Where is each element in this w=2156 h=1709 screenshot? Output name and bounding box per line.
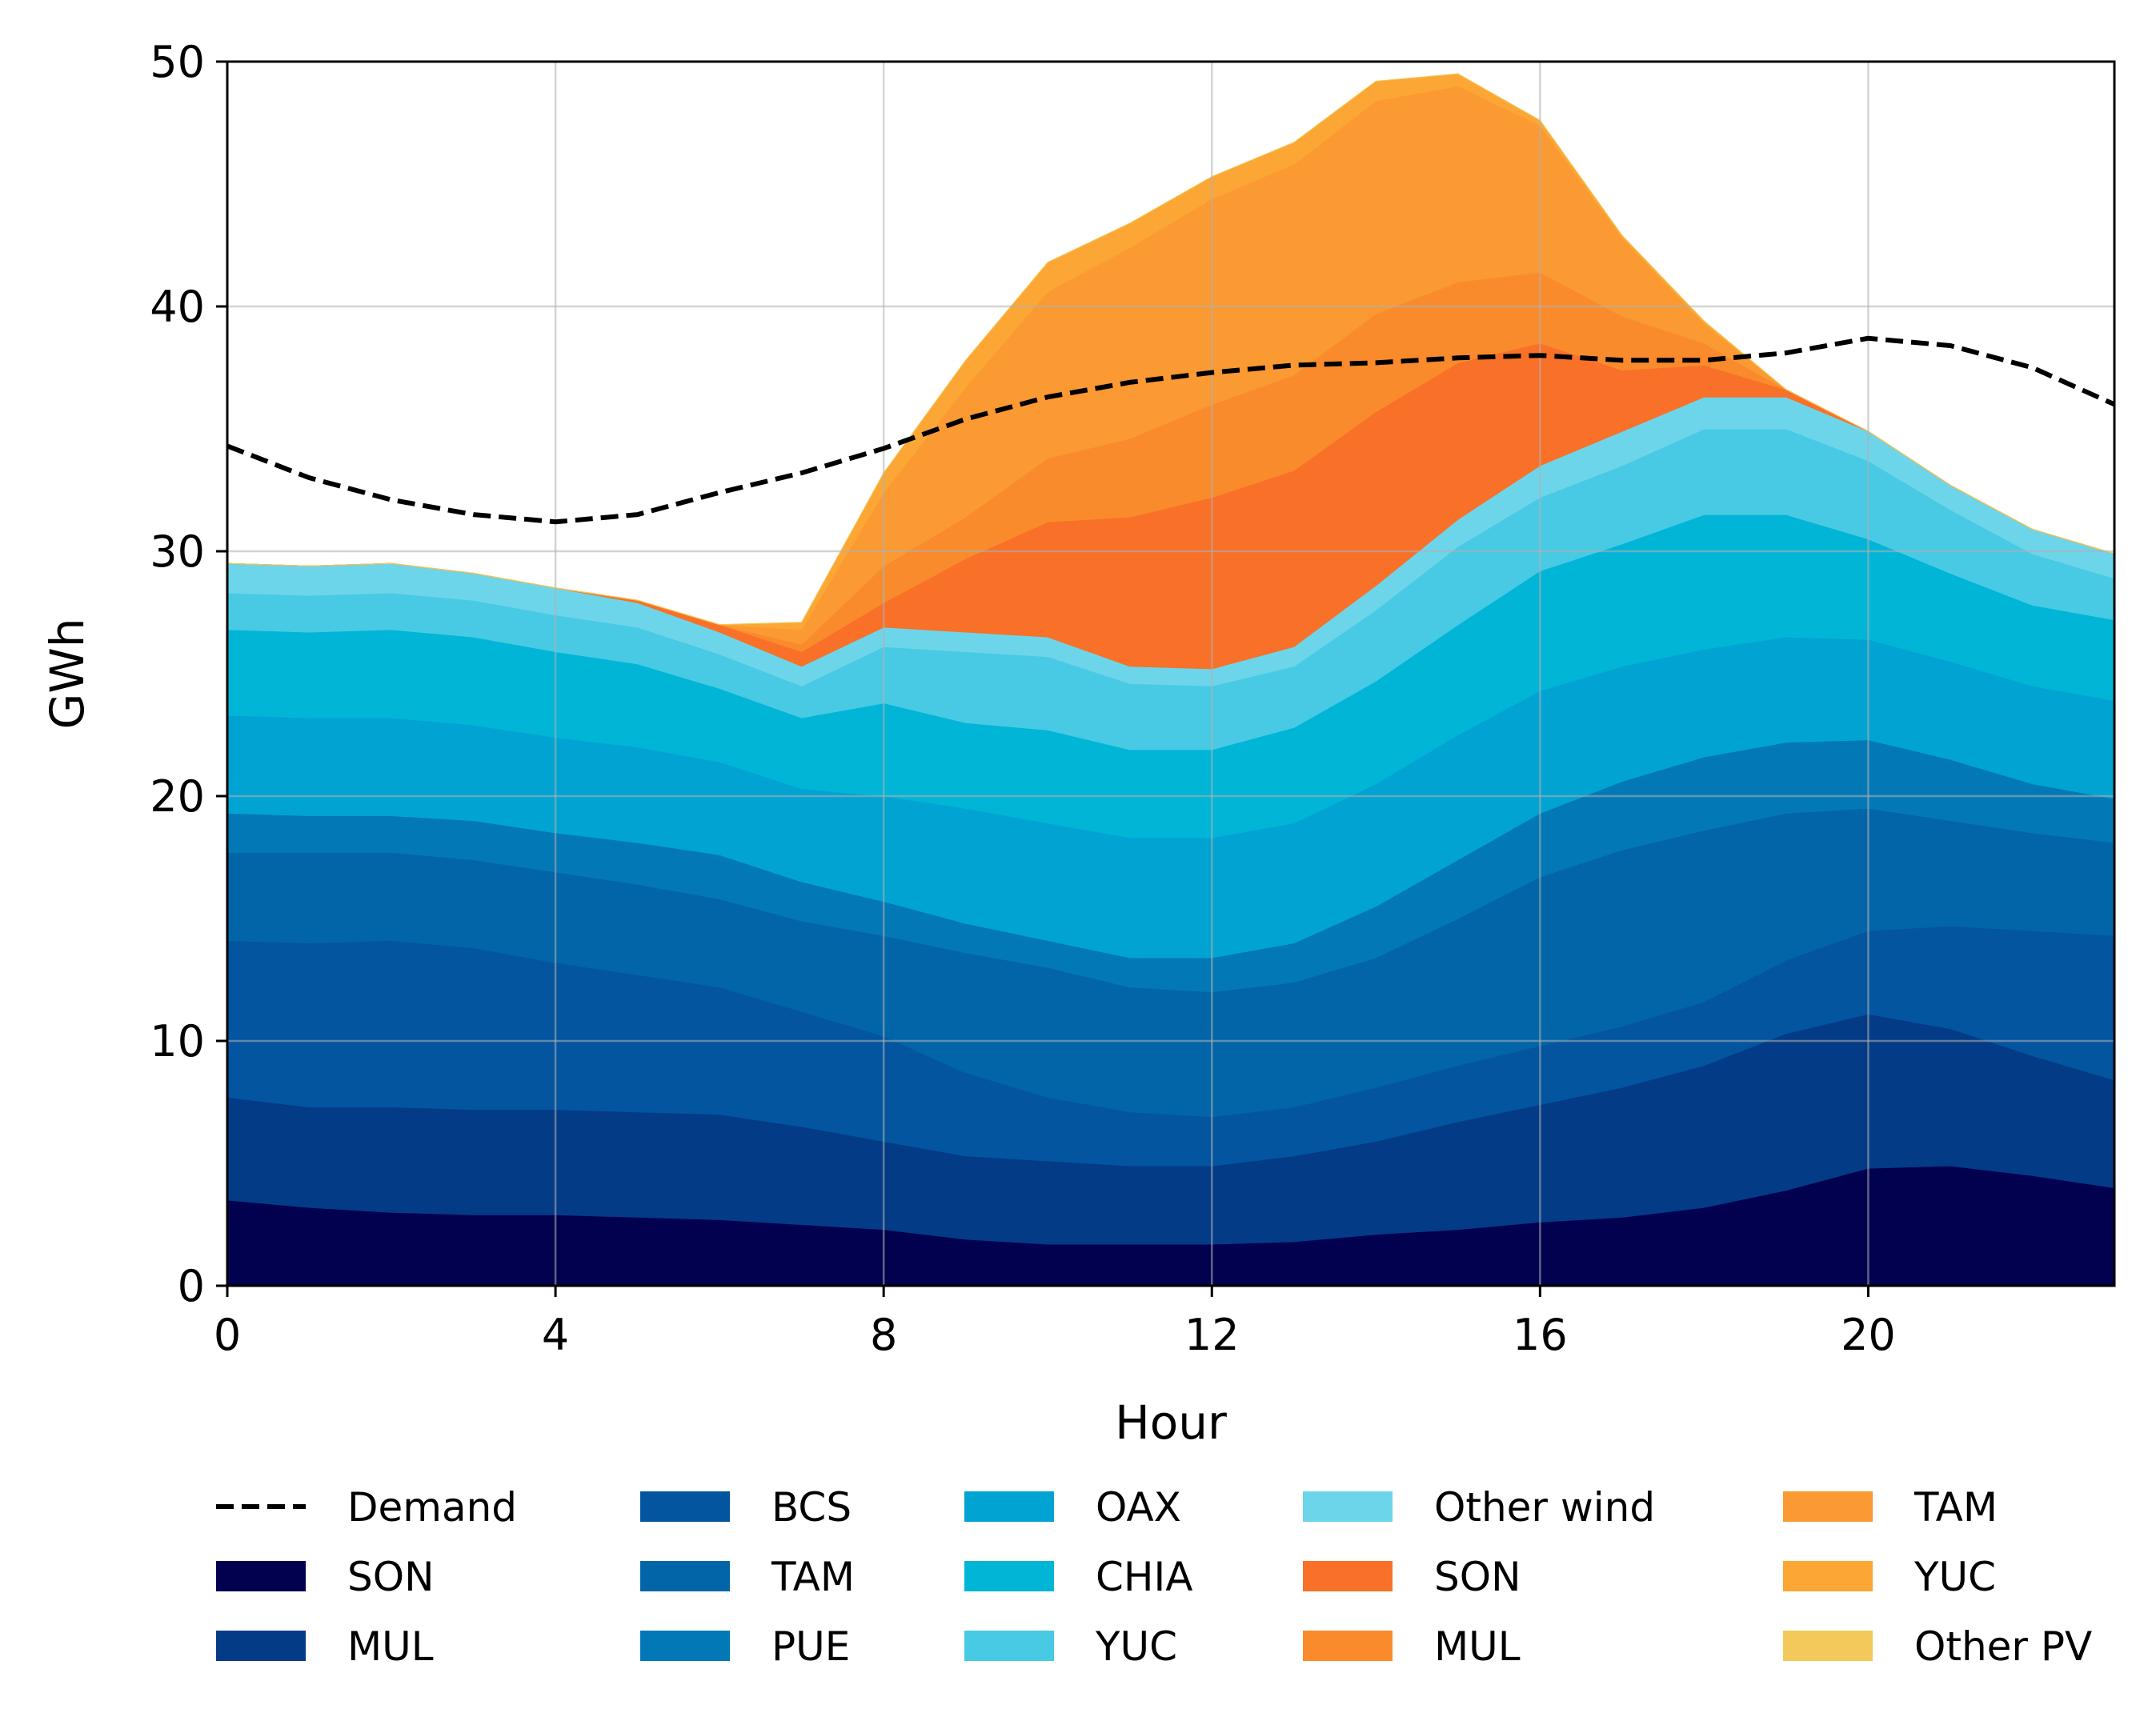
y-tick-label: 40 — [150, 282, 205, 332]
y-tick-label: 10 — [150, 1016, 205, 1067]
y-tick-label: 20 — [150, 771, 205, 822]
legend-swatch — [1303, 1491, 1393, 1522]
legend-label: Demand — [347, 1484, 517, 1531]
y-tick-label: 0 — [178, 1261, 205, 1311]
area-layers — [226, 73, 2115, 1287]
legend-swatch — [964, 1631, 1054, 1661]
x-tick-label: 16 — [1513, 1310, 1568, 1360]
legend-label: SON — [1434, 1554, 1521, 1600]
demand-line-group — [226, 335, 2116, 525]
x-axis-label: Hour — [1115, 1395, 1227, 1450]
x-tick-label: 8 — [870, 1310, 897, 1360]
plot-frame — [226, 60, 2116, 1287]
legend-swatch — [1783, 1491, 1873, 1522]
y-tick-label: 30 — [150, 526, 205, 577]
demand-line — [226, 335, 2116, 525]
legend-swatch — [1303, 1631, 1393, 1661]
legend-swatch — [1303, 1561, 1393, 1591]
legend-label: MUL — [1434, 1623, 1521, 1670]
legend-label: Other PV — [1914, 1623, 2092, 1670]
legend-label: OAX — [1096, 1484, 1181, 1531]
legend-label: SON — [347, 1554, 435, 1600]
y-axis-label: GWh — [40, 618, 94, 729]
legend-label: PUE — [771, 1623, 850, 1670]
legend-swatch — [216, 1631, 306, 1661]
x-tick-label: 20 — [1841, 1310, 1896, 1360]
legend-swatch — [1783, 1561, 1873, 1591]
x-tick-label: 4 — [542, 1310, 569, 1360]
legend-label: BCS — [771, 1484, 852, 1531]
y-axis-ticks: 0 10 20 30 40 50 — [150, 37, 227, 1311]
legend-label: TAM — [1914, 1484, 1998, 1531]
legend-swatch — [640, 1561, 730, 1591]
legend-swatch — [640, 1631, 730, 1661]
legend-label: CHIA — [1096, 1554, 1192, 1600]
legend-swatch — [640, 1491, 730, 1522]
legend-label: YUC — [1914, 1554, 1996, 1600]
legend-label: Other wind — [1434, 1484, 1655, 1531]
y-tick-label: 50 — [150, 37, 205, 87]
x-tick-label: 0 — [214, 1310, 241, 1360]
legend-label: YUC — [1095, 1623, 1177, 1670]
legend-swatch — [216, 1561, 306, 1591]
legend: Demand SON MUL BCS TAM PUE OAX CHIA YUC Other win… — [216, 1484, 2092, 1670]
legend-swatch — [964, 1491, 1054, 1522]
legend-label: TAM — [771, 1554, 855, 1600]
legend-label: MUL — [347, 1623, 434, 1670]
legend-swatch — [1783, 1631, 1873, 1661]
x-axis-ticks: 0 4 8 12 16 20 — [214, 1286, 1896, 1360]
legend-swatch — [964, 1561, 1054, 1591]
x-tick-label: 12 — [1184, 1310, 1240, 1360]
